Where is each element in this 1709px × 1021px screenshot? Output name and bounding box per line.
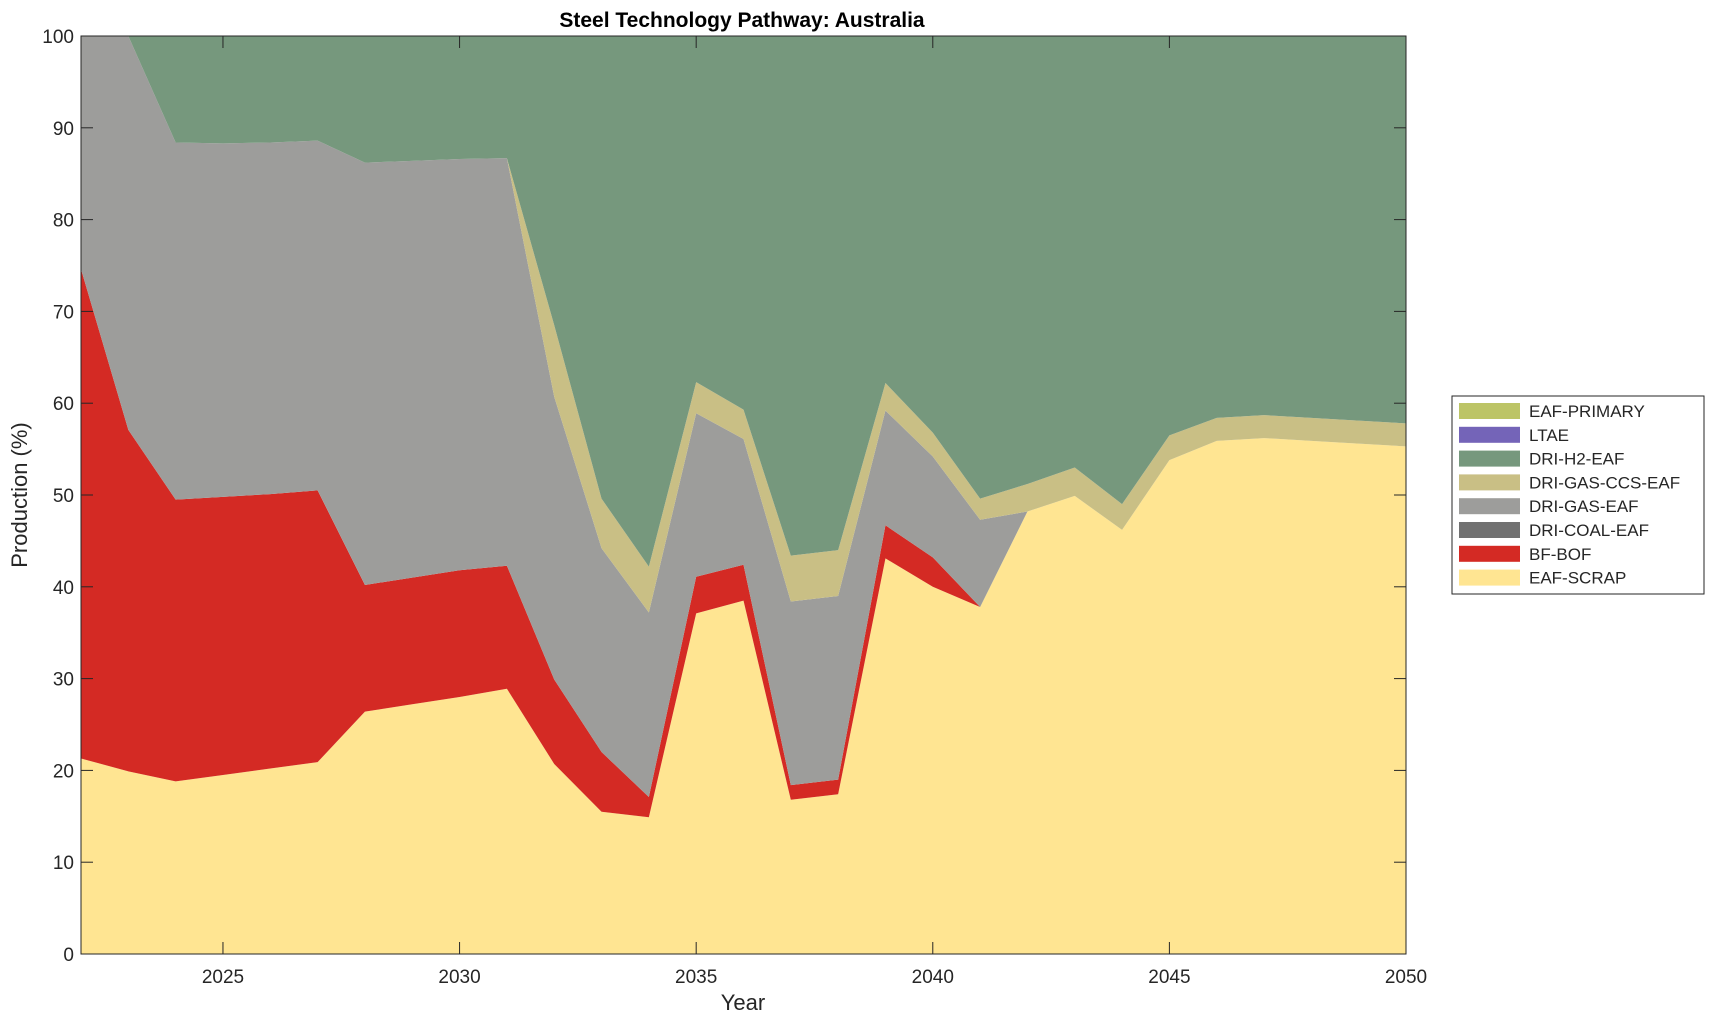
y-tick-label: 20 (53, 761, 74, 782)
x-axis: 2025 2030 2035 2040 2045 2050 (202, 36, 1427, 988)
x-tick-label: 2030 (438, 967, 480, 988)
legend-swatch-dri-coal-eaf (1459, 522, 1520, 538)
y-axis-title: Production (%) (7, 422, 32, 568)
legend-label-dri-h2-eaf: DRI-H2-EAF (1529, 450, 1624, 469)
legend-label-eaf-primary: EAF-PRIMARY (1529, 402, 1645, 421)
y-tick-label: 30 (53, 670, 74, 691)
area-bf-bof (81, 269, 1406, 818)
legend-swatch-dri-gas-eaf (1459, 498, 1520, 515)
legend-box (1451, 395, 1705, 595)
x-tick-label: 2045 (1148, 967, 1190, 988)
legend-swatch-eaf-scrap (1459, 569, 1520, 586)
y-tick-label: 10 (53, 853, 74, 874)
legend-swatch-bf-bof (1459, 545, 1520, 562)
legend-label-bf-bof: BF-BOF (1529, 545, 1591, 564)
legend-swatch-dri-h2-eaf (1459, 450, 1520, 467)
chart-title: Steel Technology Pathway: Australia (559, 9, 925, 32)
y-tick-label: 90 (53, 119, 74, 140)
legend-label-ltae: LTAE (1529, 426, 1569, 445)
legend-label-dri-gas-eaf: DRI-GAS-EAF (1529, 497, 1639, 516)
y-tick-label: 0 (63, 945, 74, 966)
area-eaf-scrap (81, 438, 1406, 955)
y-axis: 0 10 20 30 40 50 60 70 80 90 100 (42, 27, 1406, 966)
legend-swatch-ltae (1459, 426, 1520, 443)
legend-swatch-dri-gas-ccs-eaf (1459, 474, 1520, 491)
x-tick-label: 2050 (1385, 967, 1427, 988)
legend-label-dri-gas-ccs-eaf: DRI-GAS-CCS-EAF (1529, 473, 1680, 492)
y-tick-label: 80 (53, 211, 74, 232)
legend-label-eaf-scrap: EAF-SCRAP (1529, 569, 1626, 588)
x-tick-label: 2040 (912, 967, 954, 988)
area-dri-gas-eaf (81, 36, 1406, 798)
legend: EAF-PRIMARY LTAE DRI-H2-EAF DRI-GAS-CCS-EAF… (1451, 395, 1705, 595)
y-tick-label: 40 (53, 578, 74, 599)
area-layers (81, 36, 1406, 955)
area-dri-h2-eaf (81, 36, 1406, 567)
x-tick-label: 2035 (675, 967, 717, 988)
y-tick-label: 50 (53, 486, 74, 507)
legend-label-dri-coal-eaf: DRI-COAL-EAF (1529, 521, 1649, 540)
y-tick-label: 60 (53, 394, 74, 415)
y-tick-label: 70 (53, 302, 74, 323)
y-tick-label: 100 (42, 27, 74, 48)
area-dri-gas-ccs-eaf (81, 36, 1406, 613)
x-axis-title: Year (721, 990, 765, 1015)
x-tick-label: 2025 (202, 967, 244, 988)
legend-swatch-eaf-primary (1459, 403, 1520, 419)
